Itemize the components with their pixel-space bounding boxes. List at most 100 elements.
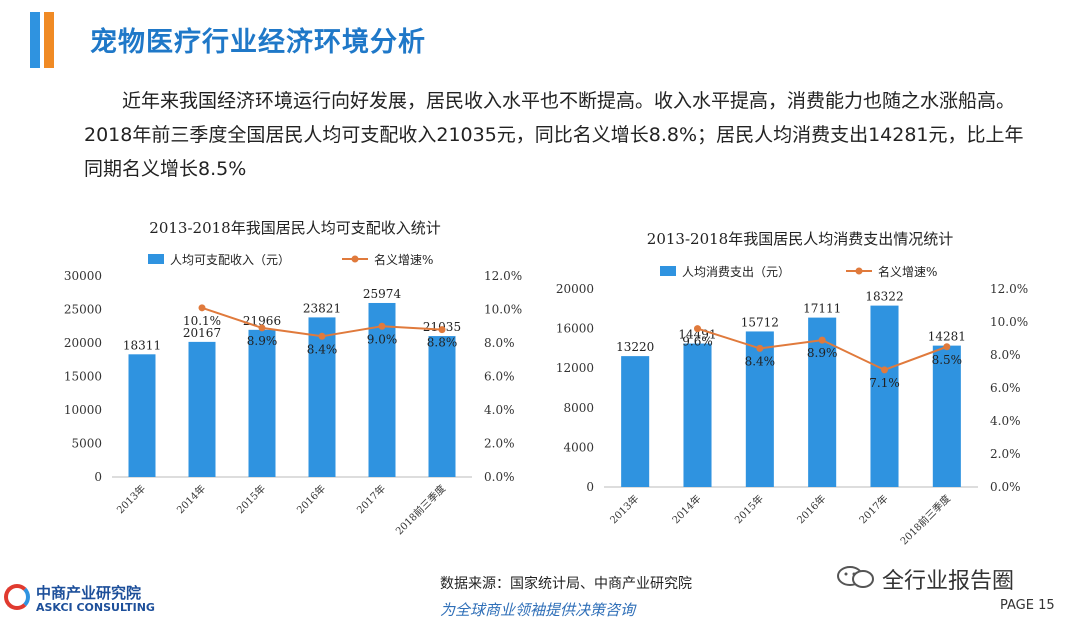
x-tick-label: 2016年	[794, 492, 828, 526]
y-right-tick-label: 8.0%	[990, 348, 1021, 362]
growth-point	[694, 325, 701, 333]
y-left-tick-label: 30000	[64, 269, 102, 283]
bar	[368, 302, 396, 477]
growth-point	[378, 322, 386, 330]
growth-value-label: 8.8%	[427, 336, 458, 350]
y-right-tick-label: 12.0%	[990, 282, 1028, 296]
y-right-tick-label: 0.0%	[484, 470, 515, 484]
bar	[870, 305, 899, 487]
y-right-tick-label: 6.0%	[990, 381, 1021, 395]
bar-value-label: 18311	[123, 338, 161, 352]
bar-value-label: 14281	[928, 330, 966, 344]
bar	[248, 329, 276, 477]
bar-value-label: 25974	[363, 287, 402, 301]
bar-value-label: 23821	[303, 301, 341, 315]
bar	[808, 317, 837, 487]
y-right-tick-label: 2.0%	[990, 447, 1021, 461]
x-tick-label: 2015年	[732, 492, 766, 526]
wechat-icon	[837, 566, 874, 588]
growth-value-label: 8.4%	[745, 354, 776, 368]
bar-value-label: 15712	[741, 315, 779, 329]
y-right-tick-label: 2.0%	[484, 437, 515, 451]
intro-text: 近年来我国经济环境运行向好发展，居民收入水平也不断提高。收入水平提高，消费能力也…	[84, 90, 1024, 180]
bar-value-label: 18322	[865, 290, 903, 304]
title-accent-orange	[44, 12, 54, 68]
legend-bar-swatch	[148, 254, 164, 264]
y-left-tick-label: 5000	[71, 437, 102, 451]
bar	[745, 331, 774, 487]
y-right-tick-label: 6.0%	[484, 370, 515, 384]
y-left-tick-label: 0	[94, 470, 102, 484]
bar	[428, 336, 456, 477]
logo-en-text: ASKCI CONSULTING	[36, 601, 155, 614]
page-title: 宠物医疗行业经济环境分析	[90, 27, 426, 58]
y-right-tick-label: 4.0%	[484, 403, 515, 417]
y-right-tick-label: 8.0%	[484, 336, 515, 350]
x-tick-label: 2017年	[856, 492, 890, 526]
intro-paragraph: 近年来我国经济环境运行向好发展，居民收入水平也不断提高。收入水平提高，消费能力也…	[84, 84, 1034, 186]
x-tick-label: 2017年	[354, 482, 388, 516]
growth-value-label: 7.1%	[869, 376, 900, 390]
title-accent-blue	[30, 12, 40, 68]
growth-value-label: 8.5%	[932, 353, 963, 367]
x-tick-label: 2013年	[607, 492, 641, 526]
bar-value-label: 17111	[803, 302, 841, 316]
growth-point	[818, 336, 826, 344]
x-tick-label: 2018前三季度	[897, 492, 952, 547]
x-tick-label: 2016年	[294, 482, 328, 516]
y-left-tick-label: 10000	[64, 403, 102, 417]
bar	[188, 341, 216, 477]
legend-line-label: 名义增速%	[878, 264, 937, 279]
legend-line-marker	[855, 267, 863, 275]
legend-bar-label: 人均可支配收入（元）	[170, 253, 290, 267]
growth-point	[198, 304, 206, 312]
legend-bar-swatch	[660, 266, 676, 276]
y-right-tick-label: 4.0%	[990, 414, 1021, 428]
growth-value-label: 10.1%	[183, 314, 221, 328]
y-left-tick-label: 4000	[563, 440, 594, 454]
chart-title: 2013-2018年我国居民人均可支配收入统计	[149, 219, 440, 237]
wechat-account: 全行业报告圈	[882, 569, 1015, 594]
growth-point	[943, 343, 951, 351]
legend-line-label: 名义增速%	[374, 252, 433, 267]
growth-value-label: 9.0%	[367, 332, 398, 346]
y-left-tick-label: 12000	[556, 361, 594, 375]
growth-value-label: 8.9%	[247, 334, 278, 348]
askci-logo: 中商产业研究院 ASKCI CONSULTING	[4, 582, 164, 618]
y-right-tick-label: 10.0%	[484, 303, 522, 317]
x-tick-label: 2014年	[669, 492, 703, 526]
bar-value-label: 20167	[183, 326, 221, 340]
x-tick-label: 2014年	[174, 482, 208, 516]
growth-value-label: 8.4%	[307, 342, 338, 356]
y-right-tick-label: 10.0%	[990, 315, 1028, 329]
y-left-tick-label: 25000	[64, 303, 102, 317]
bar-value-label: 13220	[616, 340, 654, 354]
bar	[128, 354, 156, 477]
growth-value-label: 8.9%	[807, 346, 838, 360]
bar	[621, 356, 650, 487]
page-number: PAGE 15	[1000, 598, 1055, 613]
x-tick-label: 2018前三季度	[393, 482, 448, 537]
y-right-tick-label: 0.0%	[990, 480, 1021, 494]
legend-line-marker	[351, 255, 359, 263]
chart-title: 2013-2018年我国居民人均消费支出情况统计	[647, 230, 953, 248]
growth-point	[318, 332, 326, 340]
bar	[308, 317, 336, 477]
y-left-tick-label: 8000	[563, 401, 594, 415]
bar	[932, 345, 961, 487]
logo-cn-text: 中商产业研究院	[36, 584, 142, 602]
growth-point	[258, 324, 266, 332]
y-left-tick-label: 15000	[64, 370, 102, 384]
x-tick-label: 2015年	[234, 482, 268, 516]
x-tick-label: 2013年	[114, 482, 148, 516]
logo-mark-icon	[4, 584, 30, 610]
y-right-tick-label: 12.0%	[484, 269, 522, 283]
growth-point	[756, 344, 764, 352]
y-left-tick-label: 20000	[556, 282, 594, 296]
y-left-tick-label: 16000	[556, 322, 594, 336]
wechat-badge: 全行业报告圈	[836, 563, 1050, 594]
legend-bar-label: 人均消费支出（元）	[682, 265, 790, 279]
slogan: 为全球商业领袖提供决策咨询	[440, 601, 636, 619]
